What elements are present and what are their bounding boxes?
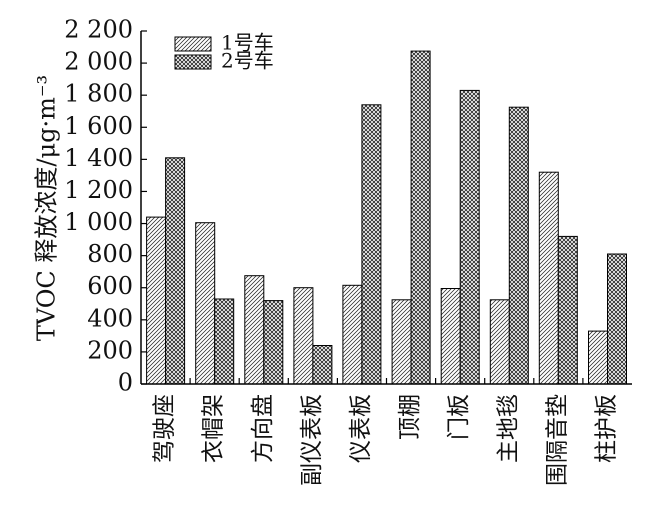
bar-series-2-6 [410, 50, 431, 385]
x-category-label: 顶棚 [397, 394, 423, 440]
y-tick-label: 1 600 [64, 112, 133, 140]
y-tick-label: 800 [87, 240, 133, 268]
x-category-label: 仪表板 [348, 394, 374, 463]
y-tick-label: 2 200 [64, 16, 133, 44]
bar-series-1-9 [538, 171, 559, 385]
y-tick-label: 200 [87, 336, 133, 364]
bar-series-1-1 [146, 216, 167, 385]
legend-swatch-series-1 [174, 36, 212, 52]
bar-series-2-9 [557, 235, 578, 385]
bar-series-2-2 [214, 298, 235, 385]
x-category-label: 驾驶座 [152, 394, 178, 463]
legend-label-series-1: 1号车 [221, 31, 274, 55]
legend-swatch-series-2 [174, 54, 212, 70]
y-tick-label: 600 [87, 272, 133, 300]
x-category-label: 副仪表板 [299, 394, 325, 486]
x-ticks-layer [189, 378, 584, 384]
bar-series-2-5 [361, 104, 382, 385]
legend-label-series-2: 2号车 [221, 49, 274, 73]
bar-series-1-2 [195, 222, 216, 385]
y-tick-label: 1 800 [64, 80, 133, 108]
x-category-label: 柱护板 [594, 394, 620, 463]
y-tick-label: 1 400 [64, 144, 133, 172]
x-category-label: 衣帽架 [201, 394, 227, 463]
bar-series-1-7 [440, 288, 461, 385]
bar-series-2-1 [165, 157, 186, 385]
y-tick-label: 1 000 [64, 208, 133, 236]
bar-series-1-4 [293, 287, 314, 385]
y-axis-title: TVOC 释放浓度/μg·m⁻³ [33, 75, 61, 341]
bar-series-1-6 [391, 299, 412, 385]
bar-series-2-3 [263, 300, 284, 385]
y-ticks-layer: 0 200 400 600 800 1 000 1 200 1 400 1 600 1 800 2 … [64, 16, 147, 397]
y-tick-label: 400 [87, 304, 133, 332]
y-tick-label: 2 000 [64, 48, 133, 76]
bar-series-1-10 [588, 330, 608, 385]
x-category-label: 主地毯 [495, 394, 521, 463]
x-category-label: 围隔音垫 [544, 394, 570, 486]
y-tick-label: 1 200 [64, 176, 133, 204]
x-category-label: 方向盘 [250, 394, 276, 463]
x-labels-layer: 驾驶座 衣帽架 方向盘 副仪表板 仪表板 顶棚 门板 主地毯 围隔音垫 柱护板 [152, 394, 620, 486]
bars-layer [146, 50, 627, 385]
bar-series-2-7 [459, 89, 480, 385]
bar-series-1-3 [244, 275, 265, 385]
bar-series-1-8 [489, 299, 510, 385]
x-category-label: 门板 [446, 394, 472, 440]
bar-series-1-5 [342, 284, 363, 385]
bar-series-2-10 [607, 253, 627, 385]
bar-series-2-4 [312, 345, 333, 385]
legend: 1号车 2号车 [174, 31, 274, 73]
bar-series-2-8 [508, 106, 529, 385]
y-tick-label: 0 [118, 369, 133, 397]
